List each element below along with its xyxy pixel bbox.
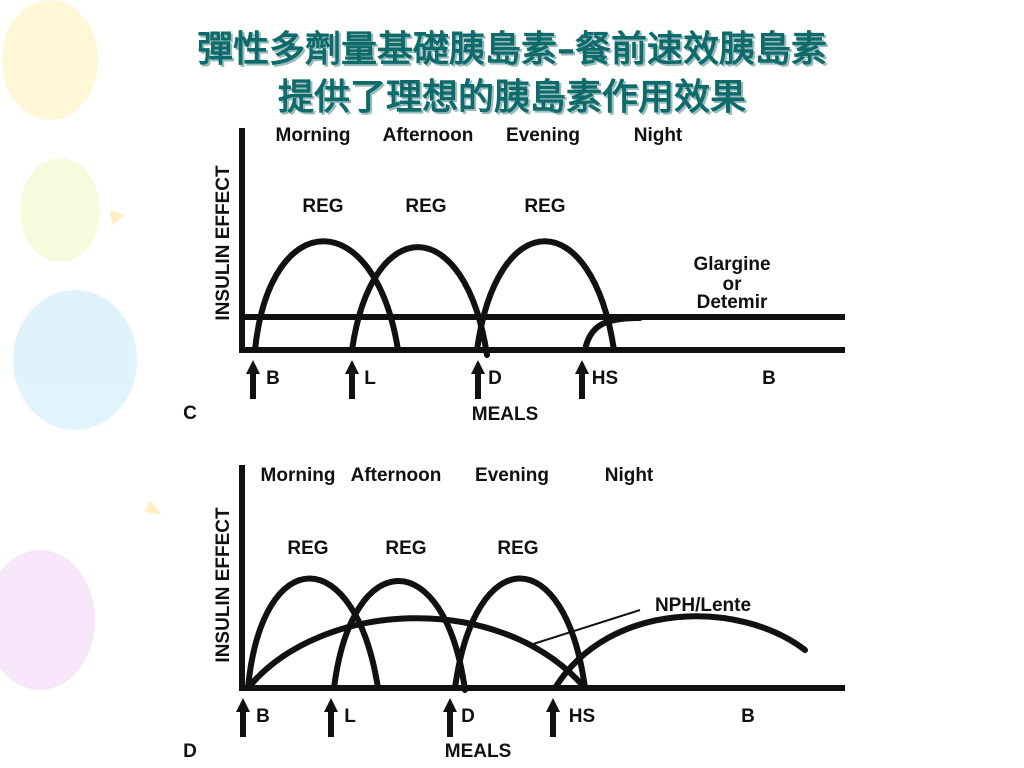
period: Morning	[261, 465, 336, 486]
curve-label: REG	[287, 538, 328, 559]
period: Afternoon	[351, 465, 442, 486]
x-axis-label: MEALS	[472, 404, 539, 425]
meal-label: B	[762, 368, 776, 389]
leader-line	[529, 609, 641, 646]
curve	[474, 238, 617, 353]
y-axis-label: INSULIN EFFECT	[213, 507, 234, 663]
curve	[245, 575, 381, 691]
period: Afternoon	[383, 125, 474, 146]
title-shadow: 彈性多劑量基礎胰島素–餐前速效胰島素	[199, 30, 829, 72]
panel-label: C	[183, 403, 197, 424]
period: Morning	[276, 125, 351, 146]
meal-label: B	[256, 706, 270, 727]
period: Evening	[506, 125, 580, 146]
curve-label: REG	[497, 538, 538, 559]
title-line: 彈性多劑量基礎胰島素–餐前速效胰島素	[197, 28, 827, 70]
panel: INSULIN EFFECT Morning Afternoon Evening…	[183, 465, 845, 762]
curve	[582, 315, 643, 353]
curve-label: REG	[524, 196, 565, 217]
meal-label: B	[266, 368, 280, 389]
meal-label: HS	[569, 706, 595, 727]
meal-label: L	[344, 706, 356, 727]
panel-label: D	[183, 741, 197, 762]
period: Night	[634, 125, 683, 146]
title-shadow: 提供了理想的胰島素作用效果	[280, 78, 748, 120]
curve	[252, 238, 401, 353]
basal-label: Glargine	[693, 254, 770, 275]
meal-arrows	[246, 360, 589, 399]
meal-label: D	[461, 706, 475, 727]
meal-label: L	[364, 368, 376, 389]
basal-label: NPH/Lente	[655, 595, 751, 616]
meal-label: D	[488, 368, 502, 389]
curve	[349, 244, 490, 358]
basal-label: Detemir	[697, 292, 768, 313]
curve-label: REG	[302, 196, 343, 217]
meal-label: B	[741, 706, 755, 727]
x-axis-label: MEALS	[445, 741, 512, 762]
meal-label: HS	[592, 368, 618, 389]
curve-label: REG	[405, 196, 446, 217]
basal-curve	[552, 613, 808, 691]
y-axis-label: INSULIN EFFECT	[213, 165, 234, 321]
basal-curve	[245, 615, 588, 691]
meal-arrows	[236, 698, 560, 737]
title-line: 提供了理想的胰島素作用效果	[278, 76, 746, 118]
curve-label: REG	[385, 538, 426, 559]
period: Night	[605, 465, 654, 486]
curve	[331, 578, 468, 693]
panel: INSULIN EFFECT Morning Afternoon Evening…	[183, 125, 845, 425]
period: Evening	[475, 465, 549, 486]
decoration	[0, 0, 162, 690]
basal-label: or	[723, 274, 743, 295]
curve	[452, 575, 588, 691]
